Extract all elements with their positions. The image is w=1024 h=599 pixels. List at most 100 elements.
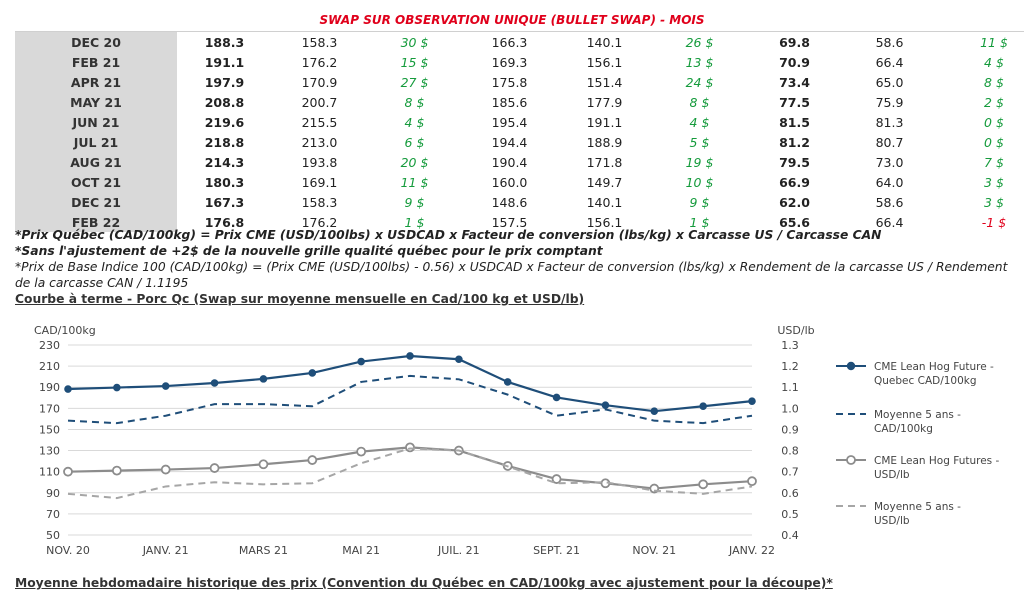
y-tick-left: 110 (39, 466, 60, 479)
cell-value: 190.4 (491, 154, 528, 170)
cell-value: 65.0 (875, 74, 904, 90)
data-point (113, 383, 121, 392)
cell-diff: 27 $ (400, 74, 429, 90)
cell-value: 70.9 (779, 54, 810, 70)
cell-value: 140.1 (586, 194, 623, 210)
x-tick-label: NOV. 21 (632, 544, 676, 557)
cell-value: 175.8 (491, 74, 528, 90)
data-point (747, 476, 757, 487)
cell-value: 77.5 (779, 94, 810, 110)
footnote-adjustment: *Sans l'ajustement de +2$ de la nouvelle… (15, 244, 603, 258)
data-point (161, 382, 170, 390)
table-row: APR 21 197.9 170.9 27 $ 175.8 151.4 24 $ 73.4 65… (15, 72, 1024, 92)
legend-label: CME Lean Hog Futures -USD/lb (874, 455, 999, 481)
y-tick-right: 1.3 (781, 339, 799, 352)
cell-value: 149.7 (586, 174, 623, 190)
y-axis-right-label: USD/lb (777, 324, 814, 337)
data-point (552, 393, 561, 402)
cell-value: 158.3 (272, 31, 367, 52)
cell-diff: 8 $ (984, 74, 1004, 90)
data-point (748, 397, 756, 405)
cell-value: 80.7 (875, 134, 904, 150)
table-row: FEB 22 176.8 176.2 1 $ 157.5 156.1 1 $ 65.6 66.4… (15, 212, 1024, 232)
data-point (357, 357, 365, 366)
cell-diff: 3 $ (984, 174, 1004, 190)
cell-value: 156.1 (586, 214, 623, 230)
data-point (551, 474, 562, 484)
footnote-quebec-price: *Prix Québec (CAD/100kg) = Prix CME (USD… (15, 228, 882, 242)
cell-diff: 10 $ (685, 174, 714, 190)
data-point (405, 442, 415, 453)
cell-value: 171.8 (586, 154, 623, 170)
section-title-forward-curve: Courbe à terme - Porc Qc (Swap sur moyen… (15, 292, 585, 306)
cell-value: 177.9 (586, 94, 623, 110)
data-point (64, 385, 72, 393)
cell-diff: 5 $ (689, 134, 710, 150)
cell-value: 218.8 (204, 134, 245, 150)
row-month: MAY 21 (15, 92, 177, 112)
cell-value: 170.9 (301, 74, 338, 90)
row-month: DEC 20 (15, 31, 177, 52)
y-tick-left: 170 (39, 402, 60, 415)
cell-diff: 19 $ (685, 154, 714, 170)
y-tick-left: 50 (46, 529, 60, 542)
table-row: OCT 21 180.3 169.1 11 $ 160.0 149.7 10 $ 66.9 64… (15, 172, 1024, 192)
y-tick-right: 0.5 (781, 508, 799, 521)
cell-value: 191.1 (204, 54, 245, 70)
cell-value: 214.3 (204, 154, 245, 170)
row-month: DEC 21 (15, 192, 177, 212)
cell-value: 169.1 (301, 174, 338, 190)
cell-value: 185.6 (491, 94, 528, 110)
y-tick-left: 190 (39, 381, 60, 394)
cell-value: 81.5 (779, 114, 810, 130)
footnote-base-price: *Prix de Base Indice 100 (CAD/100kg) = (… (15, 260, 1008, 290)
cell-value: 79.5 (779, 154, 810, 170)
cell-diff: 3 $ (984, 194, 1004, 210)
data-point (160, 464, 171, 475)
row-month: FEB 22 (15, 212, 177, 232)
data-point (356, 446, 367, 457)
y-tick-right: 1.2 (781, 360, 799, 373)
cell-value: 208.8 (204, 94, 245, 110)
data-point (699, 402, 707, 411)
series-line-2 (67, 446, 753, 490)
y-tick-right: 0.6 (781, 487, 799, 500)
cell-diff: 20 $ (400, 154, 429, 170)
cell-diff: 8 $ (689, 94, 710, 110)
swap-table-title: SWAP SUR OBSERVATION UNIQUE (BULLET SWAP… (319, 13, 705, 27)
cell-value: 157.5 (491, 214, 528, 230)
y-tick-left: 130 (39, 445, 60, 458)
y-tick-left: 90 (46, 487, 60, 500)
y-tick-left: 230 (39, 339, 60, 352)
cell-diff: 30 $ (367, 31, 462, 52)
cell-value: 151.4 (586, 74, 623, 90)
cell-value: 66.9 (779, 174, 810, 190)
table-row: FEB 21 191.1 176.2 15 $ 169.3 156.1 13 $ 70.9 66… (15, 52, 1024, 72)
legend-marker (846, 361, 856, 371)
cell-value: 166.3 (462, 31, 557, 52)
series-line-0 (67, 354, 753, 413)
y-tick-right: 1.1 (781, 381, 799, 394)
row-month: FEB 21 (15, 52, 177, 72)
legend-label: Moyenne 5 ans -USD/lb (874, 501, 961, 527)
cell-diff: 6 $ (404, 134, 425, 150)
cell-value: 188.9 (586, 134, 623, 150)
cell-value: 219.6 (204, 114, 245, 130)
cell-diff: 26 $ (652, 31, 747, 52)
row-month: JUN 21 (15, 112, 177, 132)
cell-diff: -1 $ (981, 214, 1007, 230)
row-month: OCT 21 (15, 172, 177, 192)
cell-diff: 7 $ (984, 154, 1004, 170)
data-point (307, 455, 318, 465)
y-tick-left: 70 (46, 508, 60, 521)
cell-value: 213.0 (301, 134, 338, 150)
cell-value: 81.2 (779, 134, 810, 150)
cell-value: 193.8 (301, 154, 338, 170)
cell-value: 66.4 (875, 214, 904, 230)
cell-value: 66.4 (875, 54, 904, 70)
legend-marker (846, 455, 856, 465)
y-tick-right: 0.7 (781, 466, 799, 479)
y-tick-right: 0.8 (781, 445, 799, 458)
cell-diff: 1 $ (689, 214, 710, 230)
cell-diff: 11 $ (937, 31, 1024, 52)
